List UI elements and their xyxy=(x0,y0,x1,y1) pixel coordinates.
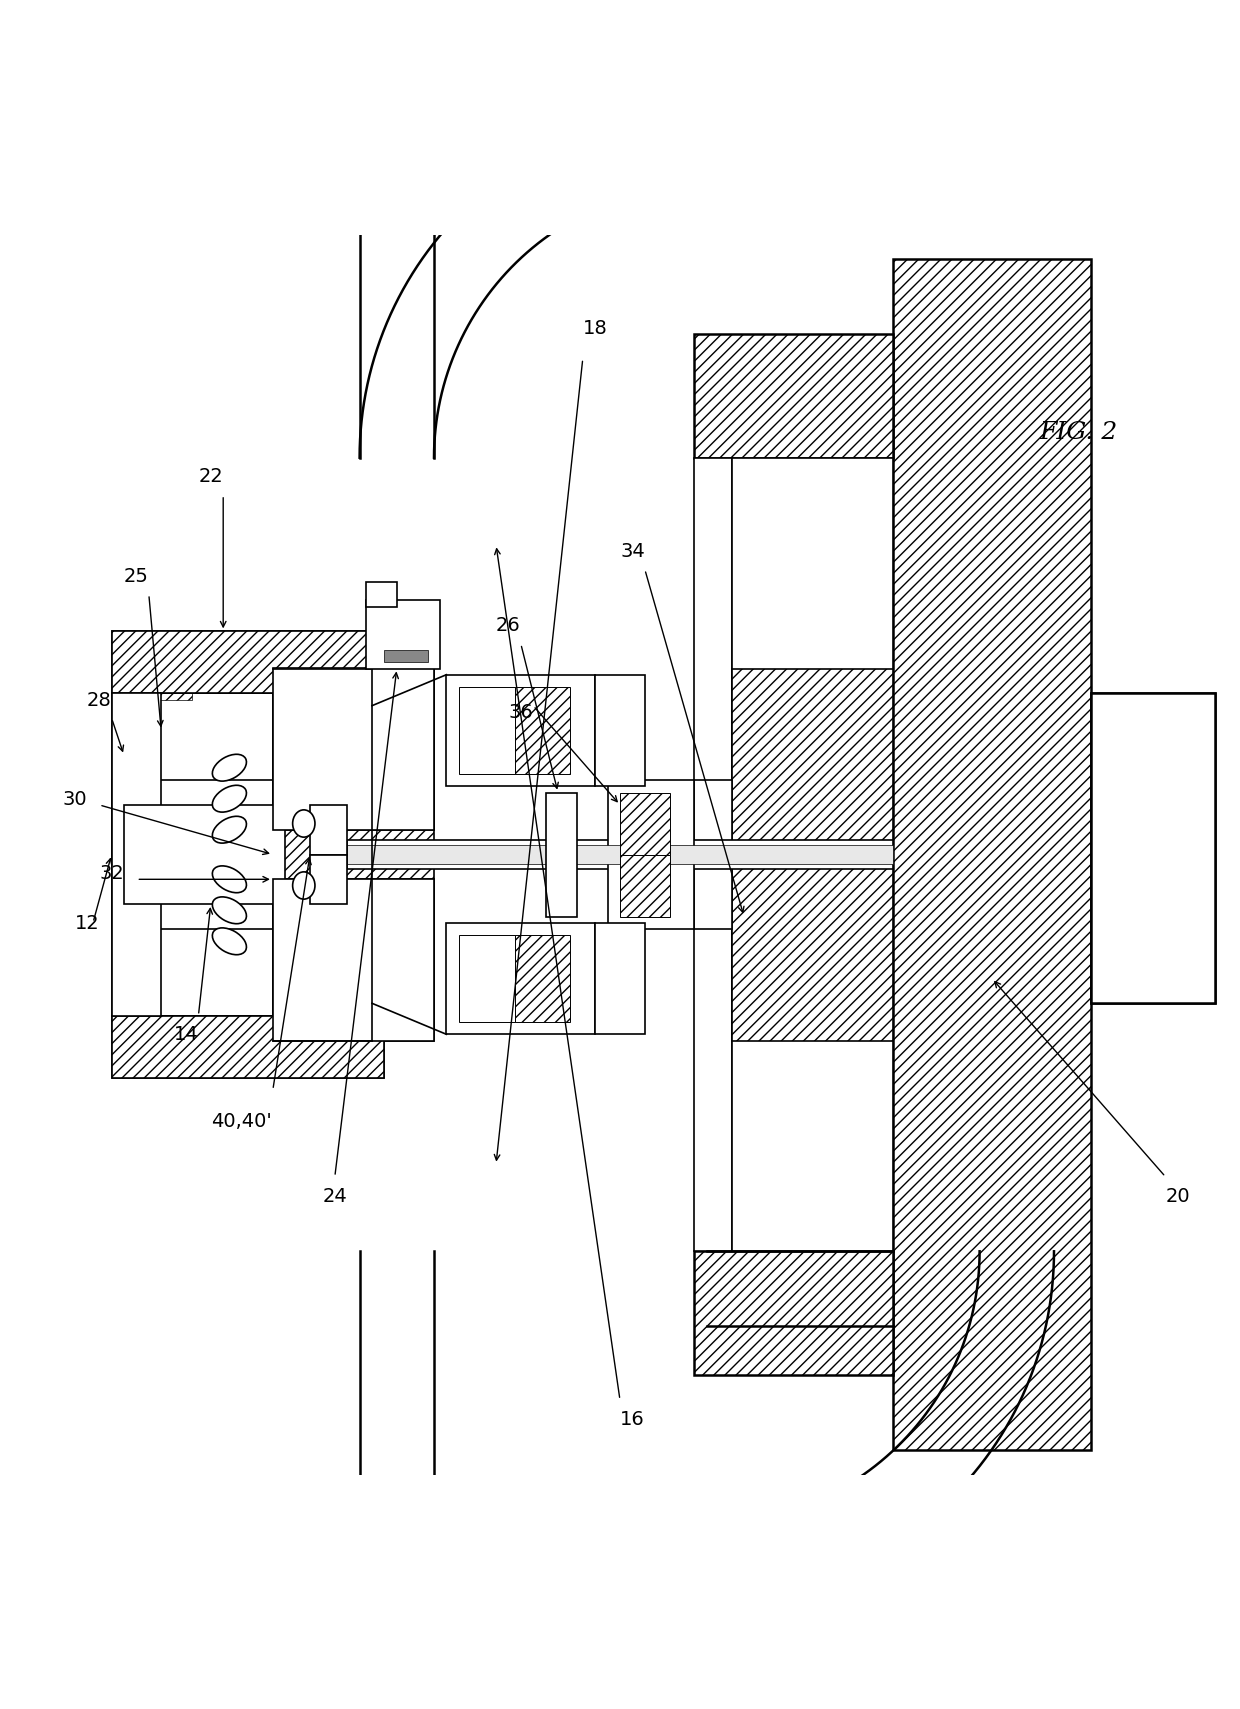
Text: 20: 20 xyxy=(1166,1186,1190,1207)
Bar xyxy=(310,805,347,854)
Ellipse shape xyxy=(212,928,247,955)
Text: 12: 12 xyxy=(74,914,99,933)
Ellipse shape xyxy=(212,817,247,843)
Ellipse shape xyxy=(212,866,247,892)
Bar xyxy=(366,600,440,668)
Ellipse shape xyxy=(212,897,247,923)
Bar xyxy=(515,935,570,1022)
Polygon shape xyxy=(112,854,347,1041)
Bar xyxy=(732,668,893,1041)
Polygon shape xyxy=(112,668,372,854)
Text: 36: 36 xyxy=(508,702,533,723)
Text: 16: 16 xyxy=(620,1410,645,1429)
Bar xyxy=(459,935,515,1022)
Text: 32: 32 xyxy=(99,865,124,884)
Bar xyxy=(112,694,161,1015)
Bar xyxy=(732,458,893,1251)
Bar xyxy=(446,923,595,1034)
Ellipse shape xyxy=(212,786,247,812)
Bar xyxy=(595,923,645,1034)
Bar xyxy=(893,260,1091,1449)
Text: FIG. 2: FIG. 2 xyxy=(1039,422,1118,444)
Text: 40,40': 40,40' xyxy=(211,1113,272,1131)
Bar xyxy=(515,687,570,774)
Bar xyxy=(347,839,893,870)
Bar xyxy=(694,1251,893,1376)
Bar xyxy=(1091,694,1215,1003)
Bar xyxy=(446,675,595,786)
Bar xyxy=(273,668,434,829)
Bar xyxy=(1091,694,1215,1003)
Bar xyxy=(595,675,645,786)
Bar xyxy=(112,631,384,694)
Text: 25: 25 xyxy=(124,567,149,586)
Text: 14: 14 xyxy=(174,1025,198,1044)
Bar xyxy=(620,854,670,916)
Bar xyxy=(273,880,434,1041)
Bar xyxy=(310,854,347,904)
Text: 24: 24 xyxy=(322,1186,347,1207)
Text: 28: 28 xyxy=(87,690,112,709)
Ellipse shape xyxy=(212,754,247,781)
Text: 34: 34 xyxy=(620,542,645,561)
Bar xyxy=(112,1015,384,1078)
Bar xyxy=(620,793,670,854)
Bar xyxy=(546,793,577,916)
Ellipse shape xyxy=(293,810,315,837)
Bar xyxy=(694,779,732,930)
Bar xyxy=(366,581,397,607)
Text: 18: 18 xyxy=(583,318,608,338)
Bar xyxy=(118,848,192,854)
Bar xyxy=(459,687,515,774)
Bar xyxy=(347,844,893,865)
Text: 30: 30 xyxy=(62,790,87,808)
Bar xyxy=(112,631,384,694)
Bar xyxy=(124,805,285,904)
Bar xyxy=(694,458,732,1251)
Bar xyxy=(118,694,192,699)
Bar xyxy=(694,333,893,458)
Polygon shape xyxy=(273,880,434,1041)
Text: 22: 22 xyxy=(198,468,223,487)
Ellipse shape xyxy=(293,872,315,899)
Polygon shape xyxy=(273,668,434,1029)
Bar xyxy=(384,649,428,663)
Polygon shape xyxy=(273,668,434,829)
Bar xyxy=(608,779,694,930)
Bar xyxy=(112,1015,384,1078)
Text: 26: 26 xyxy=(496,617,521,636)
Bar xyxy=(112,779,360,930)
